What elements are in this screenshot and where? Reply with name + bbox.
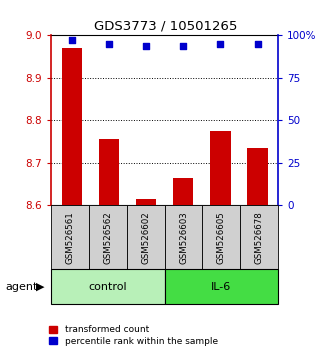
FancyBboxPatch shape: [127, 205, 165, 269]
Bar: [173, 178, 193, 205]
Bar: [210, 131, 231, 205]
Point: [106, 41, 112, 47]
Text: GSM526603: GSM526603: [179, 211, 188, 264]
FancyBboxPatch shape: [203, 205, 240, 269]
Text: GDS3773 / 10501265: GDS3773 / 10501265: [94, 19, 237, 33]
FancyBboxPatch shape: [165, 205, 203, 269]
Text: ▶: ▶: [35, 282, 44, 292]
FancyBboxPatch shape: [51, 269, 165, 304]
FancyBboxPatch shape: [240, 205, 278, 269]
Point: [143, 43, 149, 48]
FancyBboxPatch shape: [51, 205, 89, 269]
Bar: [136, 199, 156, 205]
FancyBboxPatch shape: [89, 205, 127, 269]
Text: agent: agent: [5, 282, 37, 292]
Point: [255, 41, 260, 47]
Point: [218, 41, 223, 47]
Bar: [62, 48, 82, 205]
Text: GSM526562: GSM526562: [104, 211, 113, 264]
Text: IL-6: IL-6: [211, 282, 231, 292]
Legend: transformed count, percentile rank within the sample: transformed count, percentile rank withi…: [49, 325, 218, 346]
Point: [181, 43, 186, 48]
FancyBboxPatch shape: [165, 269, 278, 304]
Text: GSM526605: GSM526605: [217, 211, 226, 264]
Point: [69, 38, 74, 43]
Text: GSM526678: GSM526678: [255, 211, 264, 264]
Text: control: control: [89, 282, 127, 292]
Bar: [99, 139, 119, 205]
Text: GSM526602: GSM526602: [141, 211, 150, 264]
Text: GSM526561: GSM526561: [66, 211, 75, 264]
Bar: [247, 148, 268, 205]
